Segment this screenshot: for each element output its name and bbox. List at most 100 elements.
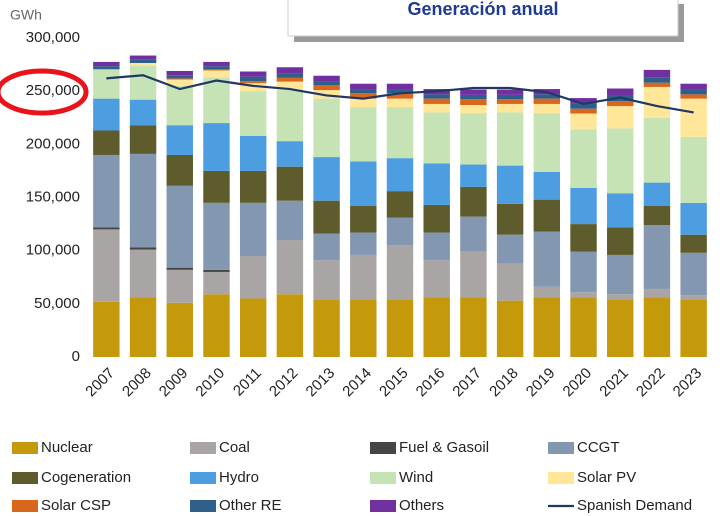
bar-segment — [680, 295, 707, 300]
bar-segment — [643, 69, 671, 78]
x-tick-label: 2016 — [413, 365, 449, 401]
bar-segment — [276, 200, 304, 241]
bar-segment — [607, 294, 634, 300]
bar-segment — [570, 297, 597, 357]
legend-label: Other RE — [219, 497, 282, 514]
bar-segment — [166, 75, 193, 79]
bar-segment — [350, 299, 377, 357]
legend-swatch — [548, 472, 574, 484]
bar-segment — [129, 55, 157, 60]
bar-segment — [166, 269, 193, 303]
y-tick-label: 300,000 — [26, 29, 80, 46]
x-tick-label: 2022 — [633, 365, 669, 401]
legend-swatch — [190, 472, 216, 484]
bar-segment — [533, 113, 561, 172]
bar-segment — [570, 98, 597, 104]
bar-segment — [607, 193, 634, 228]
bar-segment — [496, 89, 524, 95]
x-tick-label: 2013 — [303, 365, 339, 401]
bar-segment — [239, 71, 267, 77]
bar-segment — [423, 260, 450, 298]
bar-segment — [643, 82, 671, 87]
bar-segment — [203, 271, 230, 295]
x-tick-label: 2015 — [376, 365, 412, 401]
bar-segment — [313, 157, 340, 201]
legend-swatch — [370, 442, 396, 454]
bar-segment — [350, 161, 377, 207]
x-tick-label: 2008 — [119, 365, 155, 401]
bar-segment — [607, 128, 634, 194]
legend-swatch — [370, 500, 396, 512]
legend-label: Nuclear — [41, 439, 93, 456]
bar-segment — [203, 123, 230, 171]
bar-segment — [313, 299, 340, 357]
bar-segment — [570, 108, 597, 114]
bar-segment — [129, 99, 157, 126]
y-tick-label: 200,000 — [26, 135, 80, 152]
legend-label: Wind — [399, 469, 433, 486]
bar-segment — [423, 204, 450, 233]
bar-segment — [203, 202, 230, 270]
bar-segment — [350, 93, 377, 99]
bar-segment — [460, 99, 487, 105]
bar-segment — [93, 229, 120, 302]
bar-segment — [350, 98, 377, 108]
bar-segment — [496, 165, 524, 204]
x-tick-label: 2014 — [339, 365, 375, 401]
legend-swatch — [190, 442, 216, 454]
bar-segment — [276, 81, 304, 91]
legend-label: Cogeneration — [41, 469, 131, 486]
bar-segment — [496, 112, 524, 166]
bar-segment — [423, 163, 450, 205]
bar-segment — [386, 191, 414, 218]
bar-segment — [166, 125, 193, 155]
bar-segment — [129, 65, 157, 100]
bar-segment — [166, 185, 193, 268]
bar-segment — [203, 70, 230, 78]
legend-label: Fuel & Gasoil — [399, 439, 489, 456]
y-tick-label: 100,000 — [26, 242, 80, 259]
bar-segment — [680, 89, 707, 95]
bar-segment — [93, 69, 120, 70]
bar-segment — [239, 202, 267, 256]
bar-segment — [203, 294, 230, 357]
legend-label: Solar PV — [577, 469, 636, 486]
bar-segment — [166, 154, 193, 186]
bar-segment — [203, 77, 230, 124]
bar-segment — [680, 136, 707, 203]
bar-segment — [93, 301, 120, 357]
bar-segment — [276, 240, 304, 295]
bar-segment — [460, 94, 487, 100]
bar-segment — [276, 73, 304, 78]
x-tick-label: 2007 — [82, 365, 118, 401]
bar-segment — [276, 166, 304, 201]
bar-segment — [239, 83, 267, 92]
title-box — [287, 0, 679, 37]
bar-segment — [643, 86, 671, 118]
bar-segment — [239, 76, 267, 82]
bar-segment — [129, 153, 157, 248]
x-tick-label: 2012 — [266, 365, 302, 401]
bar-segment — [680, 98, 707, 137]
bar-segment — [386, 107, 414, 159]
bar-segment — [350, 206, 377, 233]
bar-segment — [93, 69, 120, 99]
bar-segment — [607, 88, 634, 96]
x-tick-label: 2019 — [523, 365, 559, 401]
bar-segment — [239, 81, 267, 84]
x-tick-label: 2021 — [596, 365, 632, 401]
bar-segment — [680, 252, 707, 296]
bar-segment — [460, 216, 487, 252]
bar-segment — [496, 263, 524, 301]
legend-label: Solar CSP — [41, 497, 111, 514]
x-tick-label: 2018 — [486, 365, 522, 401]
bar-segment — [239, 91, 267, 136]
bar-segment — [570, 129, 597, 188]
bar-segment — [533, 231, 561, 287]
bar-segment — [93, 61, 120, 67]
bar-segment — [460, 251, 487, 298]
bar-segment — [203, 69, 230, 71]
bar-segment — [496, 103, 524, 113]
bar-segment — [276, 77, 304, 82]
